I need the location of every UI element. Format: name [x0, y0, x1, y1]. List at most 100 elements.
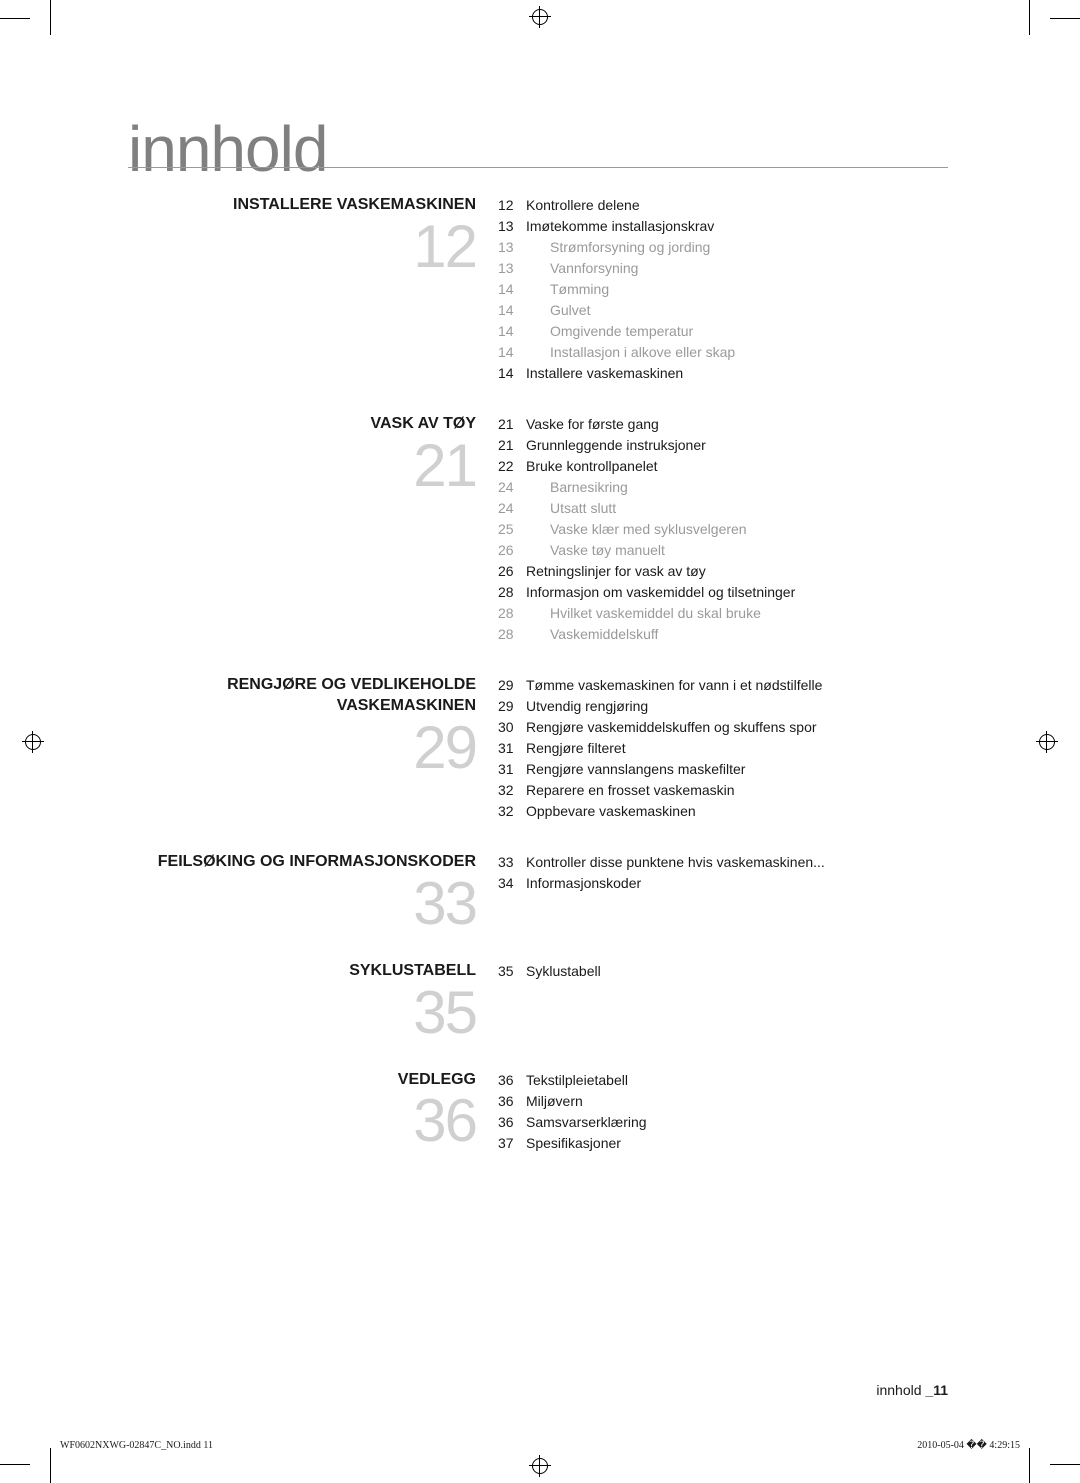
toc-text: Vaske tøy manuelt — [526, 540, 948, 561]
print-footer: WF0602NXWG-02847C_NO.indd 11 2010-05-04 … — [60, 1440, 1020, 1451]
toc-page-num: 14 — [498, 321, 526, 342]
toc-page-num: 13 — [498, 237, 526, 258]
toc-text: Bruke kontrollpanelet — [526, 456, 948, 477]
section-big-number: 35 — [128, 986, 476, 1040]
toc-line: 13Imøtekomme installasjonskrav — [498, 216, 948, 237]
toc-page-num: 31 — [498, 738, 526, 759]
section-big-number: 21 — [128, 439, 476, 493]
toc-text: Samsvarserklæring — [526, 1112, 948, 1133]
toc-line: 28Hvilket vaskemiddel du skal bruke — [498, 603, 948, 624]
toc-page-num: 37 — [498, 1133, 526, 1154]
toc-line: 14Installasjon i alkove eller skap — [498, 342, 948, 363]
toc-page-num: 26 — [498, 561, 526, 582]
toc-page-num: 28 — [498, 582, 526, 603]
toc-page-num: 28 — [498, 603, 526, 624]
crop-mark — [0, 18, 30, 19]
crop-mark — [1029, 1448, 1030, 1483]
toc-page-num: 13 — [498, 216, 526, 237]
toc-text: Installasjon i alkove eller skap — [526, 342, 948, 363]
toc-section: INSTALLERE VASKEMASKINEN1212Kontrollere … — [128, 195, 948, 384]
toc-text: Kontrollere delene — [526, 195, 948, 216]
section-left: INSTALLERE VASKEMASKINEN12 — [128, 195, 498, 384]
toc-line: 14Tømming — [498, 279, 948, 300]
toc-page-num: 30 — [498, 717, 526, 738]
toc-line: 29Utvendig rengjøring — [498, 696, 948, 717]
toc-section: SYKLUSTABELL3535Syklustabell — [128, 961, 948, 1040]
toc-text: Gulvet — [526, 300, 948, 321]
toc-text: Vannforsyning — [526, 258, 948, 279]
section-big-number: 36 — [128, 1094, 476, 1148]
toc-page-num: 32 — [498, 801, 526, 822]
toc-text: Omgivende temperatur — [526, 321, 948, 342]
toc-text: Retningslinjer for vask av tøy — [526, 561, 948, 582]
section-big-number: 29 — [128, 721, 476, 775]
toc-page-num: 36 — [498, 1070, 526, 1091]
toc-section: VEDLEGG3636Tekstilpleietabell36Miljøvern… — [128, 1070, 948, 1154]
toc-content: INSTALLERE VASKEMASKINEN1212Kontrollere … — [128, 195, 948, 1184]
toc-page-num: 25 — [498, 519, 526, 540]
section-right: 12Kontrollere delene13Imøtekomme install… — [498, 195, 948, 384]
section-left: VASK AV TØY21 — [128, 414, 498, 645]
toc-line: 21Grunnleggende instruksjoner — [498, 435, 948, 456]
toc-line: 32Reparere en frosset vaskemaskin — [498, 780, 948, 801]
toc-page-num: 29 — [498, 675, 526, 696]
toc-line: 14Gulvet — [498, 300, 948, 321]
toc-text: Rengjøre vannslangens maskefilter — [526, 759, 948, 780]
section-big-number: 12 — [128, 220, 476, 274]
toc-text: Barnesikring — [526, 477, 948, 498]
toc-page-num: 12 — [498, 195, 526, 216]
section-right: 36Tekstilpleietabell36Miljøvern36Samsvar… — [498, 1070, 948, 1154]
toc-text: Rengjøre filteret — [526, 738, 948, 759]
toc-page-num: 13 — [498, 258, 526, 279]
toc-text: Vaske klær med syklusvelgeren — [526, 519, 948, 540]
crop-mark — [1050, 18, 1080, 19]
toc-text: Imøtekomme installasjonskrav — [526, 216, 948, 237]
section-big-number: 33 — [128, 877, 476, 931]
toc-line: 26Vaske tøy manuelt — [498, 540, 948, 561]
toc-line: 26Retningslinjer for vask av tøy — [498, 561, 948, 582]
toc-text: Informasjonskoder — [526, 873, 948, 894]
toc-text: Vaske for første gang — [526, 414, 948, 435]
toc-line: 21Vaske for første gang — [498, 414, 948, 435]
toc-text: Tømming — [526, 279, 948, 300]
toc-line: 36Tekstilpleietabell — [498, 1070, 948, 1091]
registration-mark-icon — [1036, 731, 1058, 753]
toc-page-num: 14 — [498, 279, 526, 300]
toc-page-num: 28 — [498, 624, 526, 645]
toc-page-num: 31 — [498, 759, 526, 780]
toc-text: Spesifikasjoner — [526, 1133, 948, 1154]
toc-text: Vaskemiddelskuff — [526, 624, 948, 645]
toc-line: 14Installere vaskemaskinen — [498, 363, 948, 384]
toc-line: 37Spesifikasjoner — [498, 1133, 948, 1154]
toc-line: 24Barnesikring — [498, 477, 948, 498]
section-title: RENGJØRE OG VEDLIKEHOLDE VASKEMASKINEN — [128, 675, 476, 717]
toc-text: Strømforsyning og jording — [526, 237, 948, 258]
section-left: RENGJØRE OG VEDLIKEHOLDE VASKEMASKINEN29 — [128, 675, 498, 822]
toc-page-num: 26 — [498, 540, 526, 561]
toc-page-num: 14 — [498, 363, 526, 384]
section-left: VEDLEGG36 — [128, 1070, 498, 1154]
registration-mark-icon — [529, 1455, 551, 1477]
toc-page-num: 21 — [498, 414, 526, 435]
footer-label: innhold _11 — [876, 1382, 948, 1398]
toc-line: 34Informasjonskoder — [498, 873, 948, 894]
toc-line: 24Utsatt slutt — [498, 498, 948, 519]
registration-mark-icon — [529, 6, 551, 28]
toc-page-num: 34 — [498, 873, 526, 894]
toc-line: 35Syklustabell — [498, 961, 948, 982]
toc-line: 28Informasjon om vaskemiddel og tilsetni… — [498, 582, 948, 603]
toc-line: 30Rengjøre vaskemiddelskuffen og skuffen… — [498, 717, 948, 738]
toc-line: 25Vaske klær med syklusvelgeren — [498, 519, 948, 540]
toc-page-num: 29 — [498, 696, 526, 717]
toc-line: 36Samsvarserklæring — [498, 1112, 948, 1133]
toc-page-num: 35 — [498, 961, 526, 982]
toc-page-num: 14 — [498, 300, 526, 321]
toc-page-num: 24 — [498, 477, 526, 498]
section-right: 21Vaske for første gang21Grunnleggende i… — [498, 414, 948, 645]
toc-line: 12Kontrollere delene — [498, 195, 948, 216]
toc-line: 31Rengjøre filteret — [498, 738, 948, 759]
toc-section: RENGJØRE OG VEDLIKEHOLDE VASKEMASKINEN29… — [128, 675, 948, 822]
toc-text: Utsatt slutt — [526, 498, 948, 519]
toc-text: Installere vaskemaskinen — [526, 363, 948, 384]
toc-page-num: 33 — [498, 852, 526, 873]
